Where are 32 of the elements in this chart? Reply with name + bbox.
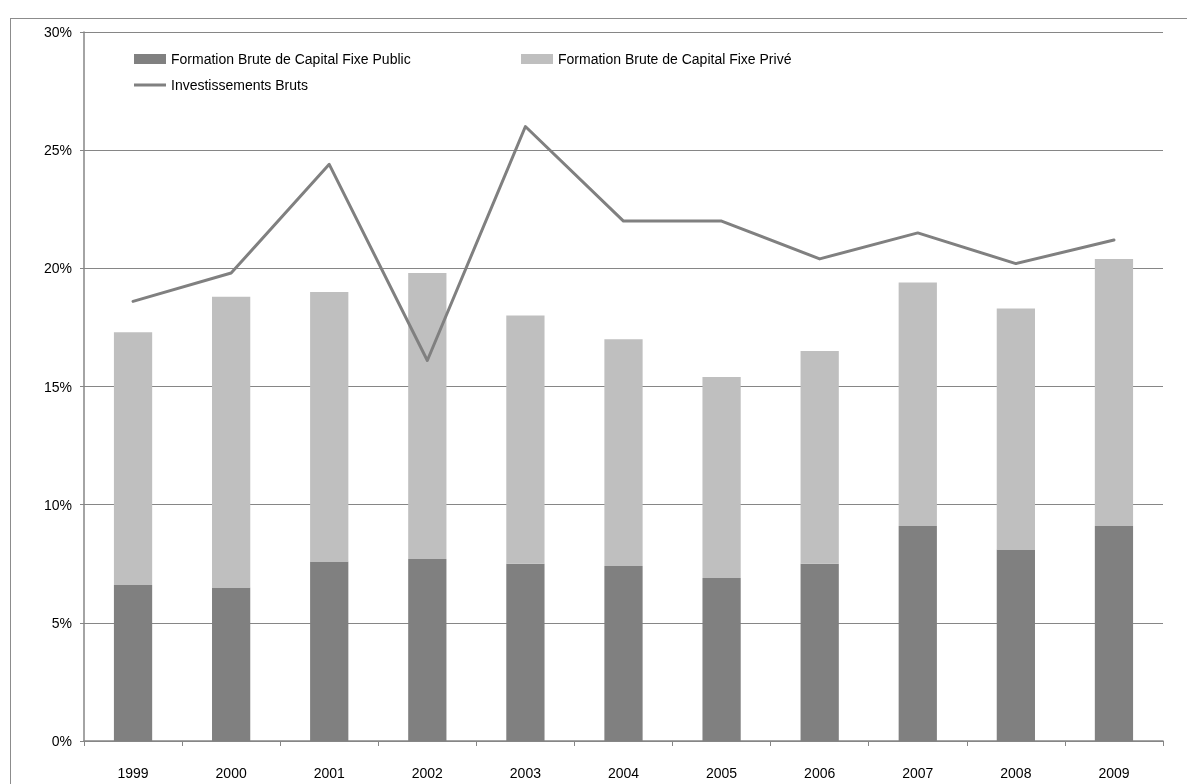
legend-label: Investissements Bruts xyxy=(171,77,308,93)
bar xyxy=(1094,258,1134,526)
x-tick-label: 2009 xyxy=(1098,765,1130,781)
x-tick-label: 2006 xyxy=(804,765,836,781)
bar xyxy=(408,273,447,560)
x-tick-label: 2001 xyxy=(313,765,346,781)
x-tick-label: 2005 xyxy=(706,765,738,781)
x-tick-label: 2003 xyxy=(509,765,542,781)
bar xyxy=(506,315,545,564)
y-tick-label: 20% xyxy=(43,260,72,277)
bar xyxy=(310,291,349,562)
y-tick-label: 5% xyxy=(51,614,72,631)
x-tick-label: 2007 xyxy=(902,765,934,781)
x-tick-label: 1999 xyxy=(117,765,149,781)
y-tick-label: 10% xyxy=(43,496,72,513)
bar xyxy=(702,377,741,578)
legend-label: Formation Brute de Capital Fixe Privé xyxy=(558,51,792,67)
bar xyxy=(996,308,1035,550)
bar xyxy=(604,339,643,567)
x-tick-label: 2000 xyxy=(215,765,247,781)
y-tick-label: 30% xyxy=(43,24,72,40)
bar xyxy=(898,282,937,526)
bar xyxy=(212,296,251,588)
x-tick-label: 2002 xyxy=(411,765,444,781)
y-tick-label: 0% xyxy=(51,733,72,749)
legend-label: Formation Brute de Capital Fixe Public xyxy=(171,51,411,67)
bar xyxy=(113,332,153,586)
x-tick-label: 2008 xyxy=(1000,765,1032,781)
y-tick-label: 15% xyxy=(43,378,72,395)
x-tick-label: 2004 xyxy=(607,765,640,781)
y-tick-label: 25% xyxy=(43,142,72,159)
bar xyxy=(800,351,839,564)
